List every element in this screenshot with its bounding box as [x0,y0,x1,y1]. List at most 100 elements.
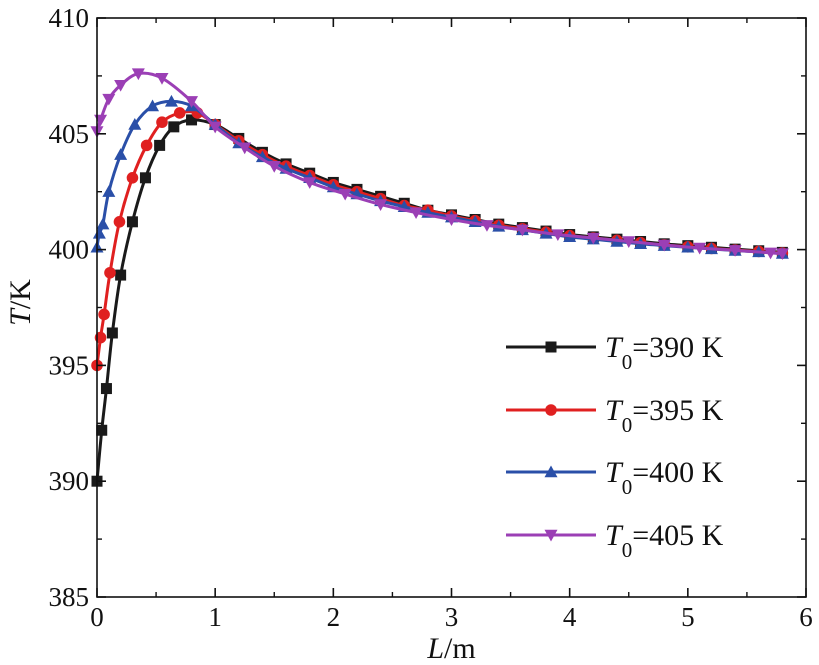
legend-text: =395 K [632,394,723,427]
data-point [92,226,106,239]
legend-entry: T0=390 K [506,331,724,374]
data-point [100,383,112,395]
legend-text: =405 K [632,519,723,552]
data-point [186,114,198,126]
legend-symbol: T [605,394,624,427]
x-axis-label: L/m [426,632,475,665]
y-tick-label: 405 [49,119,90,149]
legend-symbol: T [605,519,624,552]
data-point [208,121,222,134]
data-point [775,248,789,261]
data-point [409,207,423,220]
legend-label: T0=405 K [605,519,724,562]
data-point [126,216,138,228]
legend-subscript: 0 [622,538,633,562]
data-point [113,216,126,228]
data-point [126,172,139,184]
legend-label: T0=395 K [605,394,724,437]
legend-entry: T0=395 K [506,394,724,437]
data-point [155,73,169,85]
legend-text: =390 K [632,331,723,364]
data-point [115,269,127,281]
legend-marker-shape [545,404,557,416]
data-point [480,220,494,232]
data-point [146,99,160,112]
legend-entry: T0=400 K [506,456,724,499]
y-axis-label: T/K [4,279,37,326]
data-point [693,242,707,255]
data-point [128,118,142,130]
data-point [96,217,110,230]
plot-frame [96,17,807,598]
legend-text: =400 K [632,456,723,489]
y-axis-symbol: T [4,307,37,326]
data-point [728,245,742,257]
tick-labels: 0 1 2 3 4 5 6 385 390 395 400 405 410 [49,3,813,632]
legend-marker-shape [544,465,558,478]
data-point [551,229,565,242]
legend-label: T0=400 K [605,456,724,499]
legend-subscript: 0 [622,413,633,437]
series-layer [90,68,789,487]
y-tick-label: 410 [49,3,90,33]
x-tick-label: 2 [327,602,341,632]
data-point [303,177,317,189]
data-point [139,172,151,184]
data-point [173,107,186,119]
legend-label: T0=390 K [605,331,724,374]
data-point [185,96,199,108]
y-tick-label: 400 [49,235,90,265]
data-point [131,68,145,81]
data-point [106,327,118,339]
legend-symbol: T [605,456,624,489]
data-point [445,214,458,226]
x-axis-symbol: L [426,632,444,665]
data-point [657,239,671,252]
x-axis-unit: /m [444,632,476,665]
data-point [98,308,110,321]
data-point [622,236,636,248]
series-square [91,114,788,487]
data-point [114,79,128,92]
legend-subscript: 0 [622,475,633,499]
legend: T0=390 K T0=395 K T0=400 K T0=405 K [506,331,724,562]
legend-marker [545,404,557,416]
y-axis-unit: /K [4,279,37,309]
data-point [515,224,529,237]
x-tick-label: 3 [445,602,459,632]
data-point [374,199,388,211]
data-point [164,94,178,107]
data-point [94,114,108,127]
legend-entry: T0=405 K [506,519,724,562]
axis-ticks [96,17,807,598]
data-point [154,139,166,151]
y-tick-label: 385 [49,582,90,612]
series-line [95,110,783,366]
data-point [764,247,778,260]
data-point [238,142,252,155]
series-triangle-down [90,68,789,261]
y-tick-label: 395 [49,350,90,380]
data-point [96,424,108,436]
series-line [95,71,783,256]
data-point [267,161,281,173]
x-tick-label: 0 [90,602,104,632]
data-point [140,139,153,152]
x-tick-label: 6 [799,602,813,632]
legend-marker [544,529,558,542]
data-point [255,150,269,163]
data-point [114,148,128,160]
data-point [104,266,116,279]
legend-symbol: T [605,331,624,364]
data-point [168,121,180,133]
series-line [95,99,783,256]
x-tick-label: 1 [208,602,222,632]
y-tick-label: 390 [49,466,90,496]
data-point [586,232,600,245]
legend-marker-shape [544,529,558,542]
x-tick-label: 4 [563,602,577,632]
legend-marker [544,465,558,478]
x-tick-label: 5 [681,602,695,632]
legend-subscript: 0 [622,350,633,374]
